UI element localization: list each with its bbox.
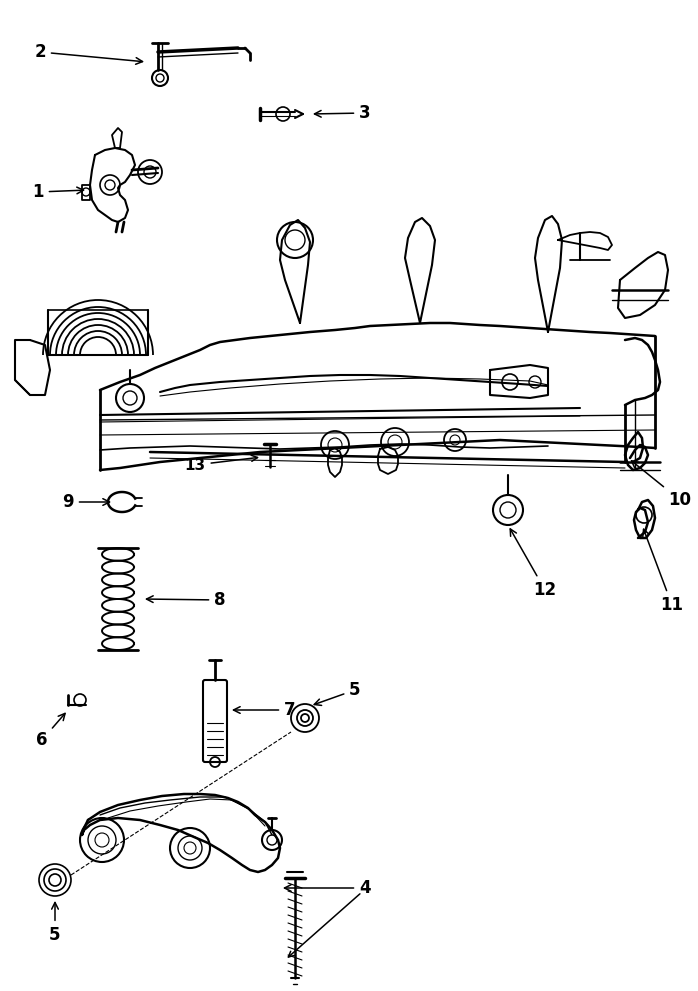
Text: 1: 1 xyxy=(32,183,84,201)
Text: 4: 4 xyxy=(285,879,371,897)
Text: 7: 7 xyxy=(234,701,296,719)
Text: 5: 5 xyxy=(314,681,361,706)
Text: 10: 10 xyxy=(632,461,692,509)
Text: 5: 5 xyxy=(50,903,61,944)
Text: 12: 12 xyxy=(510,529,556,599)
Text: 11: 11 xyxy=(643,529,683,614)
Text: 2: 2 xyxy=(34,43,142,64)
Text: 13: 13 xyxy=(184,455,258,473)
Text: 8: 8 xyxy=(147,591,225,609)
Text: 9: 9 xyxy=(62,493,110,511)
Text: 6: 6 xyxy=(36,714,65,749)
Text: 3: 3 xyxy=(315,104,371,122)
